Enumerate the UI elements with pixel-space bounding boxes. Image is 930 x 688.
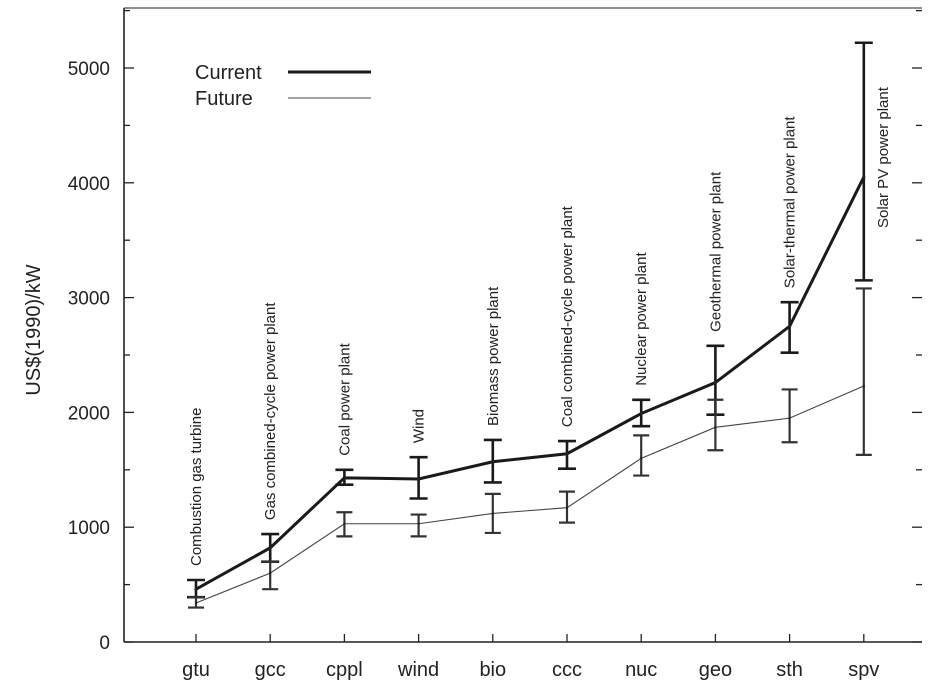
technology-annotation: Nuclear power plant [633, 252, 650, 386]
error-bars [187, 41, 873, 609]
technology-annotation: Gas combined-cycle power plant [262, 302, 279, 520]
current-point [417, 477, 421, 481]
x-tick-label: nuc [625, 659, 657, 681]
technology-annotation: Geothermal power plant [707, 171, 724, 332]
technology-annotations: Combustion gas turbine Gas combined-cycle… [188, 86, 892, 566]
current-point [342, 476, 346, 480]
current-point [268, 546, 272, 550]
y-tick-label: 1000 [68, 518, 110, 539]
y-tick-label: 3000 [68, 289, 110, 310]
technology-annotation: Solar PV power plant [875, 86, 892, 228]
technology-annotation: Wind [411, 409, 428, 443]
future-point [343, 522, 346, 525]
future-point [417, 522, 420, 525]
x-tick-label: wind [397, 659, 439, 681]
current-point [491, 460, 495, 464]
x-tick-label: cppl [326, 659, 363, 681]
future-point [862, 384, 865, 388]
current-point [639, 411, 643, 416]
technology-annotation: Coal power plant [336, 342, 353, 455]
technology-annotation: Solar-thermal power plant [782, 116, 799, 289]
legend-label: Current [195, 62, 262, 84]
current-point [565, 452, 569, 456]
future-point [788, 416, 791, 420]
x-tick-labels: gtu gcc cppl wind bio ccc nuc geo sth spv [182, 659, 879, 681]
legend: Current Future [195, 62, 371, 110]
x-ticks [195, 634, 865, 642]
future-point [640, 457, 643, 460]
technology-annotation: Biomass power plant [485, 286, 502, 426]
series-current-line [195, 176, 866, 591]
y-tick-label: 5000 [68, 59, 110, 80]
x-tick-label: gtu [182, 659, 210, 681]
x-tick-label: geo [699, 659, 732, 681]
current-point [713, 380, 718, 385]
legend-label: Future [195, 88, 253, 110]
technology-annotation: Combustion gas turbine [188, 408, 205, 566]
x-tick-label: sth [776, 659, 803, 681]
y-tick-label: 2000 [68, 403, 110, 424]
x-tick-label: spv [848, 659, 879, 681]
future-point [269, 571, 272, 575]
current-point [862, 175, 866, 179]
right-ticks [912, 9, 922, 643]
current-point [194, 587, 198, 591]
y-tick-label: 4000 [68, 174, 110, 195]
x-tick-label: bio [479, 659, 506, 681]
technology-annotation: Coal combined-cycle power plant [559, 205, 576, 427]
x-tick-label: ccc [552, 659, 582, 681]
y-ticks [124, 9, 134, 643]
future-point [714, 426, 717, 429]
y-tick-labels: 0 1000 2000 3000 4000 5000 [68, 59, 110, 654]
series-future-line [195, 385, 865, 604]
future-point [491, 512, 494, 515]
future-point [194, 601, 198, 605]
current-point [788, 324, 792, 328]
y-tick-label: 0 [99, 633, 110, 654]
future-point [565, 506, 569, 509]
x-tick-label: gcc [255, 659, 286, 681]
y-axis-title: US$(1990)/kW [23, 264, 45, 395]
series-lines [194, 175, 866, 605]
